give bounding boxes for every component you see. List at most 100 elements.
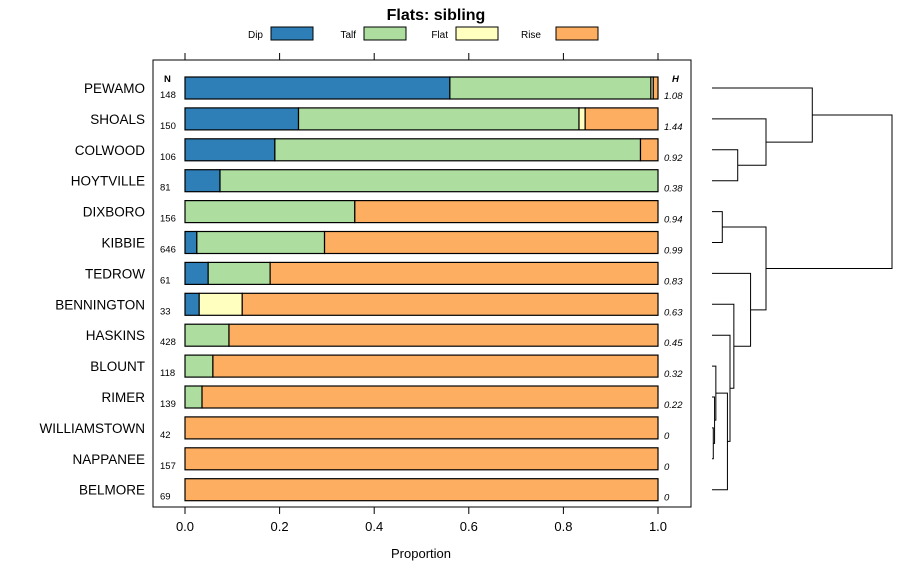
h-value: 0.38 — [664, 184, 683, 195]
bar-segment-talf — [297, 107, 580, 131]
n-value: 148 — [160, 90, 176, 101]
dendrogram-link — [712, 427, 714, 460]
bar-segment-rise — [184, 416, 659, 440]
legend-swatch — [555, 26, 599, 41]
n-value: 646 — [160, 245, 176, 256]
n-value: 61 — [160, 275, 171, 286]
x-tick-label: 0.0 — [176, 519, 194, 534]
h-value: 0 — [664, 493, 670, 504]
row-label: DIXBORO — [83, 205, 145, 220]
row-label: TEDROW — [85, 266, 145, 281]
legend-label: Rise — [521, 30, 541, 41]
h-column-header: H — [672, 74, 680, 85]
legend-swatch — [270, 26, 314, 41]
h-value: 1.08 — [664, 91, 683, 102]
dendrogram-link — [712, 211, 723, 243]
bar-segment-talf — [184, 323, 230, 347]
x-tick-label: 1.0 — [649, 519, 667, 534]
row-label: KIBBIE — [101, 236, 145, 251]
dendrogram — [712, 87, 893, 491]
bar-segment-talf — [274, 138, 642, 162]
h-value: 0.45 — [664, 338, 683, 349]
h-value: 1.44 — [664, 122, 683, 133]
n-value: 42 — [160, 430, 171, 441]
plot-frame — [152, 59, 692, 508]
h-value: 0.83 — [664, 276, 683, 287]
bar-segment-rise — [201, 385, 659, 409]
bar-segment-rise — [354, 200, 659, 224]
h-value: 0.92 — [664, 153, 683, 164]
dendrogram-link — [712, 365, 717, 421]
x-tick-label: 0.8 — [554, 519, 572, 534]
bar-segment-dip — [184, 169, 221, 193]
bar-segment-rise — [652, 76, 659, 100]
bar-segment-flat — [578, 107, 586, 131]
row-label: NAPPANEE — [72, 452, 145, 467]
dendrogram-link — [712, 272, 752, 347]
n-value: 150 — [160, 121, 176, 132]
bar-segment-rise — [228, 323, 659, 347]
legend-swatch — [363, 26, 407, 41]
row-label: BENNINGTON — [55, 297, 145, 312]
bar-segment-rise — [184, 478, 659, 502]
bar-segment-dip — [184, 107, 300, 131]
x-axis-title: Proportion — [391, 546, 451, 561]
legend-label: Talf — [340, 30, 356, 41]
h-value: 0.22 — [664, 400, 683, 411]
bar-segment-rise — [323, 230, 659, 255]
bar-segment-rise — [212, 354, 659, 378]
legend-label: Flat — [431, 30, 448, 41]
bar-segment-talf — [207, 261, 271, 285]
bar-segment-talf — [184, 354, 214, 378]
bar-segment-dip — [184, 261, 209, 285]
bar-segment-dip — [184, 138, 276, 162]
x-tick-label: 0.2 — [271, 519, 289, 534]
x-tick-label: 0.6 — [460, 519, 478, 534]
n-value: 81 — [160, 183, 171, 194]
h-value: 0.63 — [664, 307, 683, 318]
chart-title: Flats: sibling — [387, 7, 486, 24]
bar-segment-rise — [184, 447, 659, 471]
bar-segment-dip — [184, 76, 451, 100]
bar-segment-rise — [639, 138, 659, 162]
dendrogram-link — [712, 87, 813, 143]
bar-segment-flat — [198, 292, 243, 316]
dendrogram-link — [722, 226, 767, 311]
bar-segment-talf — [184, 200, 356, 224]
bar-segment-talf — [449, 76, 652, 100]
dendrogram-link — [712, 396, 716, 444]
h-value: 0.94 — [664, 215, 683, 226]
h-value: 0 — [664, 431, 670, 442]
bar-segment-rise — [269, 261, 659, 285]
row-label: BLOUNT — [90, 359, 145, 374]
row-label: SHOALS — [90, 112, 145, 127]
dendrogram-link — [712, 118, 767, 166]
dendrogram-link — [712, 149, 739, 182]
row-label: RIMER — [102, 390, 146, 405]
legend: Dip Talf Flat Rise — [248, 26, 599, 41]
n-value: 428 — [160, 337, 176, 348]
h-value: 0.99 — [664, 246, 683, 257]
n-value: 157 — [160, 461, 176, 472]
n-column-header: N — [164, 74, 171, 85]
bar-segment-talf — [184, 385, 203, 409]
n-value: 156 — [160, 214, 176, 225]
legend-swatch — [455, 26, 499, 41]
bar-segment-dip — [184, 292, 200, 316]
row-label: PEWAMO — [84, 81, 145, 96]
bar-rows: PEWAMO 148 1.08 SHOALS 150 1.44 COLWOOD 106 0.92… — [39, 76, 683, 504]
n-value: 69 — [160, 492, 171, 503]
n-value: 118 — [160, 368, 175, 379]
legend-label: Dip — [248, 30, 263, 41]
h-value: 0.32 — [664, 369, 683, 380]
n-value: 139 — [160, 399, 176, 410]
bar-segment-rise — [241, 292, 659, 316]
bar-segment-talf — [196, 230, 326, 255]
n-value: 106 — [160, 152, 176, 163]
dendrogram-link — [712, 303, 735, 389]
x-axis: 0.0 0.2 0.4 0.6 0.8 1.0 — [176, 53, 667, 534]
row-label: HASKINS — [86, 328, 145, 343]
bar-segment-talf — [219, 169, 659, 193]
row-label: COLWOOD — [75, 143, 145, 158]
